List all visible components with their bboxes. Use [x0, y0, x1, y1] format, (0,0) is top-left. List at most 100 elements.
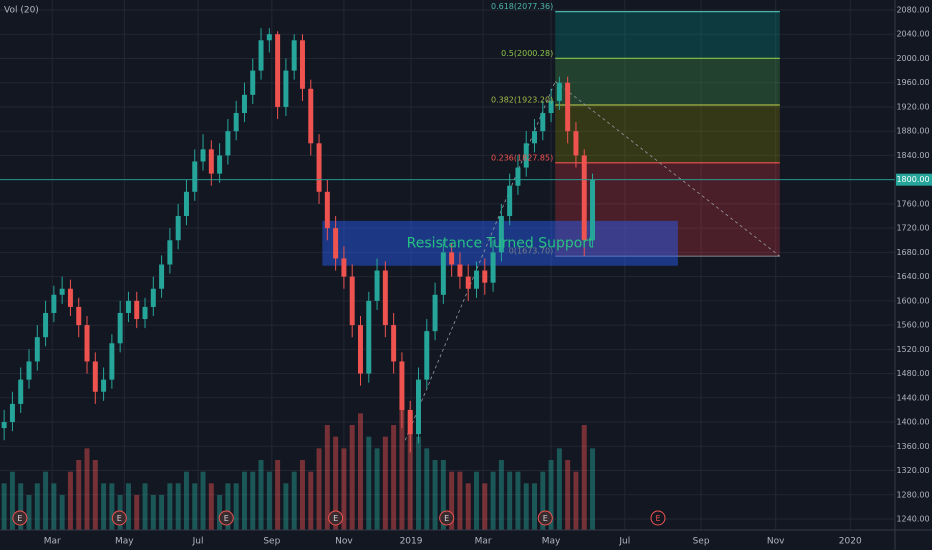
fib-label: 0.236(1827.85)	[491, 153, 553, 162]
candle-body	[59, 288, 65, 295]
candle-body	[374, 270, 380, 301]
candle-body	[440, 252, 446, 295]
volume-bar	[324, 425, 330, 530]
candle-body	[76, 306, 82, 326]
candle-body	[18, 379, 24, 404]
y-tick-label: 1920.00	[896, 102, 929, 111]
volume-bar	[34, 483, 40, 530]
candle-body	[258, 40, 264, 71]
volume-bar	[84, 448, 90, 530]
last-price-tag	[896, 173, 932, 186]
volume-bar	[233, 483, 239, 530]
volume-bar	[333, 436, 339, 530]
volume-bar	[208, 483, 214, 530]
volume-bar	[101, 483, 107, 530]
candle-body	[540, 113, 546, 132]
candle-body	[92, 361, 98, 392]
candle-body	[474, 270, 479, 289]
volume-bar	[18, 483, 24, 530]
candle-body	[498, 216, 504, 253]
candle-body	[366, 300, 372, 374]
candle-body	[333, 228, 339, 259]
volume-bar	[498, 460, 504, 530]
candle-body	[266, 34, 272, 41]
volume-bar	[299, 460, 305, 530]
volume-bar	[92, 460, 98, 530]
candle-body	[432, 294, 438, 332]
volume-bar	[175, 483, 181, 530]
candle-body	[117, 312, 123, 344]
candle-body	[34, 337, 40, 362]
y-tick-label: 2040.00	[896, 30, 929, 39]
volume-bar	[432, 460, 438, 530]
candle-body	[192, 161, 198, 192]
candle-body	[573, 131, 579, 156]
candle-body	[291, 40, 297, 71]
trend-line	[404, 81, 556, 441]
x-tick-label: Nov	[335, 537, 353, 547]
volume-bar	[142, 483, 148, 530]
candle-body	[407, 409, 413, 435]
y-tick-label: 1560.00	[896, 321, 929, 330]
y-tick-label: 2080.00	[896, 6, 929, 15]
volume-bar	[291, 471, 297, 530]
candle-body	[532, 131, 537, 144]
volume-bar	[573, 471, 579, 530]
volume-bar	[51, 483, 57, 530]
event-marker	[439, 510, 455, 526]
candle-body	[416, 379, 421, 435]
candle-body	[565, 82, 571, 132]
y-tick-label: 1280.00	[896, 490, 929, 499]
volume-bar	[391, 425, 397, 530]
y-tick-label: 1760.00	[896, 199, 929, 208]
volume-bar	[523, 483, 529, 530]
event-label: E	[17, 514, 22, 523]
candle-body	[200, 149, 206, 162]
candle-body	[109, 343, 115, 380]
y-tick-label: 1400.00	[896, 418, 929, 427]
x-tick-label: Jul	[192, 537, 204, 547]
volume-bar	[183, 471, 189, 530]
candle-body	[457, 264, 463, 277]
volume-bar	[382, 436, 388, 530]
y-tick-label: 1640.00	[896, 272, 929, 281]
candle-body	[67, 288, 73, 307]
fib-zone	[555, 58, 780, 106]
annotation-text: Resistance Turned Support	[407, 235, 594, 251]
candle-body	[424, 331, 430, 380]
fib-label: 0.5(2000.28)	[501, 49, 553, 58]
candle-body	[341, 258, 347, 277]
y-tick-label: 1680.00	[896, 248, 929, 257]
x-tick-label: Mar	[44, 537, 61, 547]
volume-bar	[59, 495, 65, 530]
volume-bar	[192, 483, 198, 530]
volume-bar	[474, 471, 479, 530]
candle-body	[159, 264, 165, 289]
candle-body	[548, 100, 554, 114]
volume-bar	[490, 471, 496, 530]
candle-body	[26, 361, 32, 380]
y-tick-label: 1440.00	[896, 393, 929, 402]
candle-body	[43, 312, 49, 338]
volume-bar	[150, 495, 156, 530]
y-tick-label: 2000.00	[896, 54, 929, 63]
volume-bar	[167, 483, 173, 530]
volume-bar	[482, 483, 488, 530]
candle-body	[51, 294, 57, 313]
y-tick-label: 1720.00	[896, 224, 929, 233]
candle-body	[581, 155, 587, 241]
volume-bar	[1, 483, 7, 530]
candle-body	[1, 422, 7, 429]
volume-bar	[440, 460, 446, 530]
volume-bar	[250, 471, 256, 530]
x-tick-label: Sep	[693, 537, 710, 547]
volume-bar	[374, 448, 380, 530]
candle-body	[217, 155, 223, 174]
volume-bar	[134, 495, 140, 530]
event-marker	[218, 510, 234, 526]
volume-bar	[366, 436, 372, 530]
legend: Vol (20)	[4, 6, 39, 16]
y-tick-label: 1360.00	[896, 442, 929, 451]
candle-body	[142, 306, 148, 320]
